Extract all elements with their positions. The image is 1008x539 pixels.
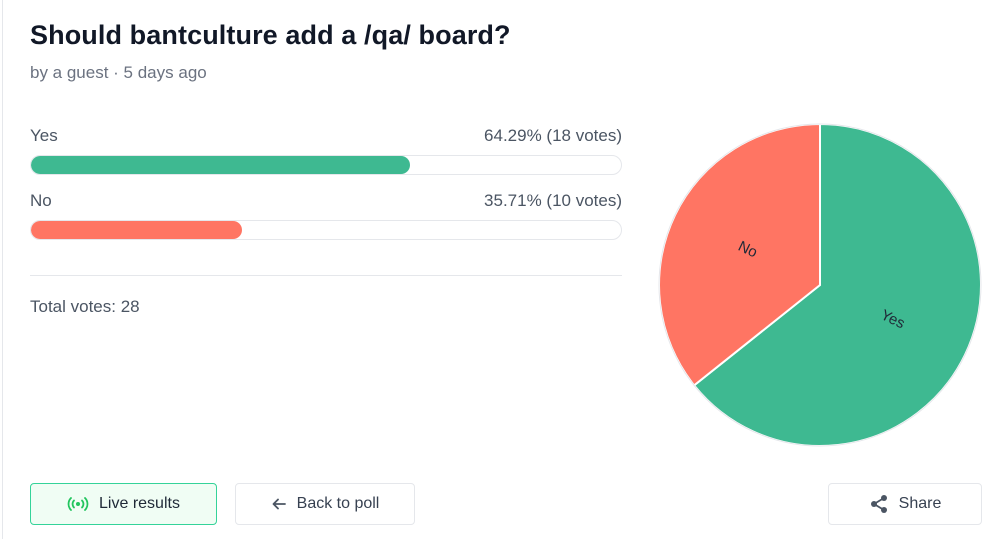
back-to-poll-label: Back to poll: [296, 495, 380, 512]
result-option-no: No 35.71% (10 votes): [30, 191, 622, 240]
divider: [30, 275, 622, 276]
share-label: Share: [898, 495, 942, 512]
progress-fill-yes: [31, 156, 411, 174]
pie-outline: [658, 123, 982, 447]
option-percent: 35.71% (10 votes): [484, 191, 622, 210]
share-button[interactable]: Share: [828, 483, 982, 525]
option-label: Yes: [30, 126, 58, 145]
result-option-yes: Yes 64.29% (18 votes): [30, 126, 622, 175]
back-to-poll-button[interactable]: Back to poll: [235, 483, 415, 525]
progress-fill-no: [31, 221, 242, 239]
share-icon: [869, 494, 889, 514]
progress-track: [30, 220, 622, 240]
live-results-button[interactable]: Live results: [30, 483, 217, 525]
live-results-label: Live results: [99, 495, 180, 512]
option-label: No: [30, 191, 52, 210]
total-votes: Total votes: 28: [30, 297, 140, 316]
broadcast-icon: [67, 496, 89, 512]
arrow-left-icon: [271, 497, 287, 511]
option-percent: 64.29% (18 votes): [484, 126, 622, 145]
poll-title: Should bantculture add a /qa/ board?: [30, 20, 511, 50]
pie-label-no: No: [735, 238, 760, 262]
progress-track: [30, 155, 622, 175]
poll-subtitle: by a guest · 5 days ago: [30, 63, 207, 82]
